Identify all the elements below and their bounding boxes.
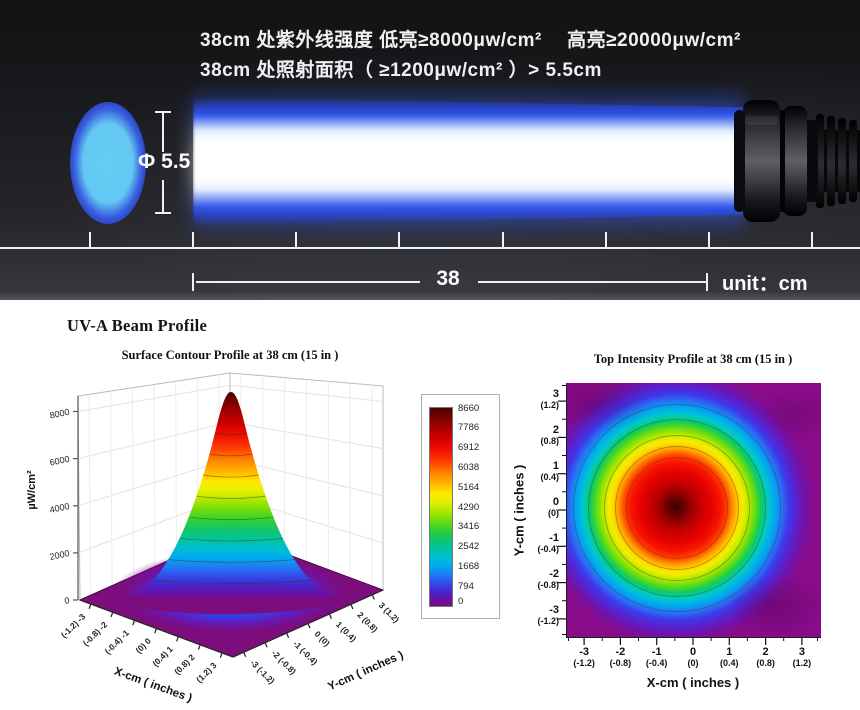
- heatmap-y-axis-title: Y-cm ( inches ): [511, 464, 527, 557]
- beam-area-spec-text: 38cm 处照射面积（ ≥1200μw/cm² ）> 5.5cm: [200, 60, 602, 81]
- heatmap-x-label: 3 (1.2): [792, 646, 812, 669]
- y-tick-label: 1 (0.4): [334, 619, 359, 644]
- z-tick-label: 2000: [49, 548, 71, 562]
- colorbar-value: 6912: [458, 442, 480, 454]
- surface-chart-title: Surface Contour Profile at 38 cm (15 in …: [121, 348, 339, 362]
- ruler-tick: [605, 232, 607, 247]
- colorbar-value: 1668: [458, 560, 480, 572]
- colorbar-value: 7786: [458, 422, 480, 434]
- ruler-tick: [708, 232, 710, 247]
- heatmap-x-label: 2 (0.8): [756, 646, 775, 669]
- ruler-line: [0, 247, 860, 249]
- heatmap-y-label: -3 (-1.2): [537, 604, 559, 627]
- x-tick-label: (0.4) 1: [150, 644, 175, 669]
- x-axis: [79, 599, 234, 658]
- heatmap-x-label: 0 (0): [687, 646, 699, 669]
- section-heading: UV-A Beam Profile: [67, 316, 208, 335]
- y-tick-label: -1 (-0.4): [291, 638, 320, 667]
- distance-dim-line-left: [196, 281, 420, 283]
- y-tick-label: 2 (0.8): [355, 610, 380, 635]
- flashlight-fins: [816, 114, 857, 208]
- heatmap-x-label: -2 (-0.8): [609, 646, 632, 669]
- heatmap-chart-title: Top Intensity Profile at 38 cm (15 in ): [593, 352, 793, 366]
- flashlight-bezel-crown: [743, 100, 780, 222]
- x-tick-label: (-0.4) -1: [103, 628, 132, 657]
- beam-spot-ellipse: [70, 102, 146, 224]
- colorbar-gradient: [429, 407, 453, 607]
- uv-intensity-spec-text: 38cm 处紫外线强度 低亮≥8000μw/cm² 高亮≥20000μw/cm²: [200, 30, 741, 51]
- flashlight-bezel-groove: [777, 110, 785, 212]
- colorbar-value: 2542: [458, 541, 480, 553]
- z-tick-label: 4000: [49, 501, 71, 515]
- beam-illustration-panel: 38cm 处紫外线强度 低亮≥8000μw/cm² 高亮≥20000μw/cm²…: [0, 0, 860, 300]
- x-tick-label: (0) 0: [133, 636, 153, 656]
- heatmap-axis-ticks: [558, 385, 818, 645]
- x-tick-label: (0.8) 2: [172, 652, 197, 677]
- ruler-tick: [811, 232, 813, 247]
- surface-bell: [118, 392, 344, 615]
- distance-dim-tick-start: [192, 273, 194, 291]
- y-tick-label: 0 (0): [313, 629, 333, 649]
- colorbar-value: 3416: [458, 521, 480, 533]
- x-tick-label: (-0.8) -2: [81, 619, 110, 648]
- ruler-tick: [192, 232, 194, 247]
- heatmap-y-label: 3 (1.2): [540, 388, 559, 411]
- x-tick-label: (1.2) 3: [194, 660, 219, 685]
- colorbar-value: 794: [458, 580, 474, 592]
- heatmap-y-label: 1 (0.4): [540, 460, 559, 483]
- y-axis-title: Y-cm ( inches ): [326, 649, 405, 693]
- z-tick-label: 8000: [49, 407, 71, 421]
- surface-contour-chart: 0 2000 4000 6000 8000 µW/cm² (-1.2) -3 (…: [26, 372, 405, 705]
- ruler-tick: [398, 232, 400, 247]
- y-tick-label: -3 (-1.2): [248, 658, 277, 687]
- flashlight: [734, 100, 860, 222]
- colorbar-value: 8660: [458, 402, 480, 414]
- ruler-tick: [295, 232, 297, 247]
- z-axis: [73, 396, 79, 601]
- heatmap-y-label: 0 (0): [548, 496, 559, 519]
- flashlight-neck: [804, 120, 818, 202]
- z-tick-label: 0: [63, 595, 70, 606]
- distance-value-label: 38: [436, 267, 460, 290]
- heatmap-y-label: 2 (0.8): [540, 424, 559, 447]
- heatmap-plot-area: [566, 383, 821, 638]
- flashlight-bezel-rear: [783, 106, 807, 216]
- scale-unit-label: unit：cm: [722, 273, 808, 295]
- y-axis: [232, 589, 384, 658]
- ruler-tick: [502, 232, 504, 247]
- beam-ray: [193, 97, 745, 225]
- flashlight-front-rim: [734, 110, 745, 212]
- y-tick-label: -2 (-0.8): [270, 648, 299, 677]
- heatmap-x-label: -1 (-0.4): [645, 646, 668, 669]
- heatmap-x-label: -3 (-1.2): [573, 646, 595, 669]
- colorbar-value: 5164: [458, 481, 480, 493]
- diameter-dim-line-lower: [162, 180, 164, 213]
- y-tick-label: 3 (1.2): [377, 600, 402, 625]
- distance-dim-line-right: [478, 281, 706, 283]
- top-intensity-chart: Top Intensity Profile at 38 cm (15 in ): [505, 345, 860, 710]
- colorbar-value: 4290: [458, 501, 480, 513]
- ruler-tick: [89, 232, 91, 247]
- z-axis-title: µW/cm²: [26, 470, 38, 510]
- heatmap-x-axis-title: X-cm ( inches ): [646, 675, 740, 690]
- colorbar-value: 0: [458, 595, 464, 607]
- diameter-dim-cap-bottom: [155, 212, 171, 214]
- flashlight-highlight: [745, 116, 778, 125]
- heatmap-y-label: -2 (-0.8): [537, 568, 559, 591]
- beam-diameter-label: Φ 5.5: [138, 150, 191, 173]
- x-tick-label: (-1.2) -3: [59, 611, 88, 640]
- heatmap-y-label: -1 (-0.4): [537, 532, 559, 555]
- distance-dim-tick-end: [706, 273, 708, 291]
- heatmap-x-label: 1 (0.4): [720, 646, 739, 669]
- diameter-dim-line-upper: [162, 112, 164, 152]
- colorbar-value: 6038: [458, 461, 480, 473]
- z-tick-label: 6000: [49, 454, 71, 468]
- colorbar-legend: 8660 7786 6912 6038 5164 4290 3416 2542 …: [421, 394, 500, 619]
